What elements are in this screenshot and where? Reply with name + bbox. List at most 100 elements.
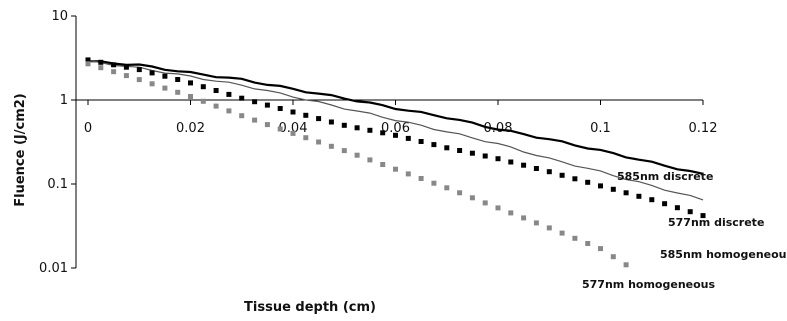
data-point (226, 91, 232, 97)
data-point (252, 117, 258, 123)
series-label: 577nm homogeneous (582, 278, 716, 291)
data-point (585, 179, 591, 185)
data-point (149, 81, 155, 87)
data-point (495, 205, 501, 211)
series-585nm-discrete (87, 60, 704, 175)
data-point (469, 195, 475, 201)
data-point (175, 77, 181, 82)
data-point (585, 241, 591, 246)
y-tick-label: 0.1 (47, 177, 68, 192)
data-point (277, 126, 283, 132)
data-point (405, 135, 411, 141)
data-point (546, 169, 552, 175)
data-point (610, 186, 616, 192)
data-point (572, 176, 578, 182)
data-point (393, 166, 398, 172)
data-point (123, 64, 129, 70)
data-point (559, 172, 565, 178)
data-point (136, 77, 142, 83)
series-585nm-homogeneous (85, 57, 706, 219)
x-tick-label: 0.1 (590, 121, 611, 136)
y-tick-label: 1 (60, 93, 68, 108)
data-point (649, 197, 655, 203)
y-tick-label: 0.01 (39, 261, 68, 276)
data-point (521, 215, 527, 221)
series-line (87, 59, 704, 201)
data-point (239, 95, 245, 101)
data-point (354, 152, 360, 158)
series-label: 585nm homogeneous (660, 248, 787, 261)
series-label: 577nm discrete (668, 216, 764, 229)
data-point (111, 62, 117, 68)
data-point (188, 94, 193, 99)
series-label: 585nm discrete (617, 170, 713, 183)
data-point (521, 162, 527, 168)
data-point (431, 180, 437, 186)
data-point (98, 59, 104, 65)
data-point (482, 200, 488, 206)
data-point (367, 157, 373, 163)
x-tick-label: 0.02 (176, 121, 205, 136)
data-point (418, 139, 424, 144)
series-577nm-homogeneous (85, 61, 629, 268)
data-point (546, 225, 552, 231)
data-point (226, 108, 232, 114)
data-point (111, 69, 117, 75)
data-point (636, 193, 642, 199)
data-point (418, 176, 424, 181)
data-point (162, 85, 168, 91)
data-point (482, 153, 488, 159)
data-point (469, 150, 475, 156)
data-point (200, 84, 206, 90)
data-point (380, 130, 386, 136)
data-point (457, 148, 463, 153)
data-point (136, 67, 142, 73)
data-point (533, 166, 539, 171)
data-point (264, 122, 270, 128)
series-line (87, 60, 704, 175)
data-point (572, 235, 578, 241)
labels-layer: Tissue depth (cm) Fluence (J/cm2) 585nm … (13, 93, 787, 315)
data-point (213, 103, 219, 109)
data-point (508, 210, 514, 216)
data-point (444, 145, 450, 151)
data-point (662, 201, 668, 207)
data-point (405, 171, 411, 177)
x-tick-label: 0 (84, 121, 92, 136)
data-point (610, 254, 616, 260)
data-point (444, 185, 450, 191)
data-point (457, 190, 463, 196)
data-point (316, 116, 322, 122)
data-point (213, 88, 219, 93)
series-layer (85, 57, 706, 268)
data-point (508, 159, 514, 165)
data-point (380, 162, 386, 167)
x-tick-label: 0.04 (279, 121, 308, 136)
data-point (316, 139, 322, 145)
data-point (674, 205, 680, 211)
data-point (123, 73, 129, 79)
y-axis-title: Fluence (J/cm2) (13, 93, 28, 206)
y-tick-label: 10 (51, 9, 68, 24)
data-point (328, 143, 334, 149)
data-point (341, 148, 347, 154)
data-point (239, 113, 245, 119)
data-point (687, 209, 693, 215)
data-point (559, 230, 565, 236)
data-point (328, 119, 334, 125)
data-point (623, 262, 629, 268)
data-point (623, 190, 629, 196)
data-point (341, 122, 347, 128)
data-point (303, 135, 309, 141)
data-point (598, 246, 603, 252)
data-point (85, 57, 91, 63)
data-point (200, 98, 206, 104)
data-point (264, 102, 270, 108)
data-point (495, 156, 501, 162)
data-point (175, 89, 181, 95)
data-point (252, 99, 258, 105)
data-point (162, 73, 168, 79)
data-point (533, 220, 539, 226)
x-axis-title: Tissue depth (cm) (244, 300, 376, 315)
